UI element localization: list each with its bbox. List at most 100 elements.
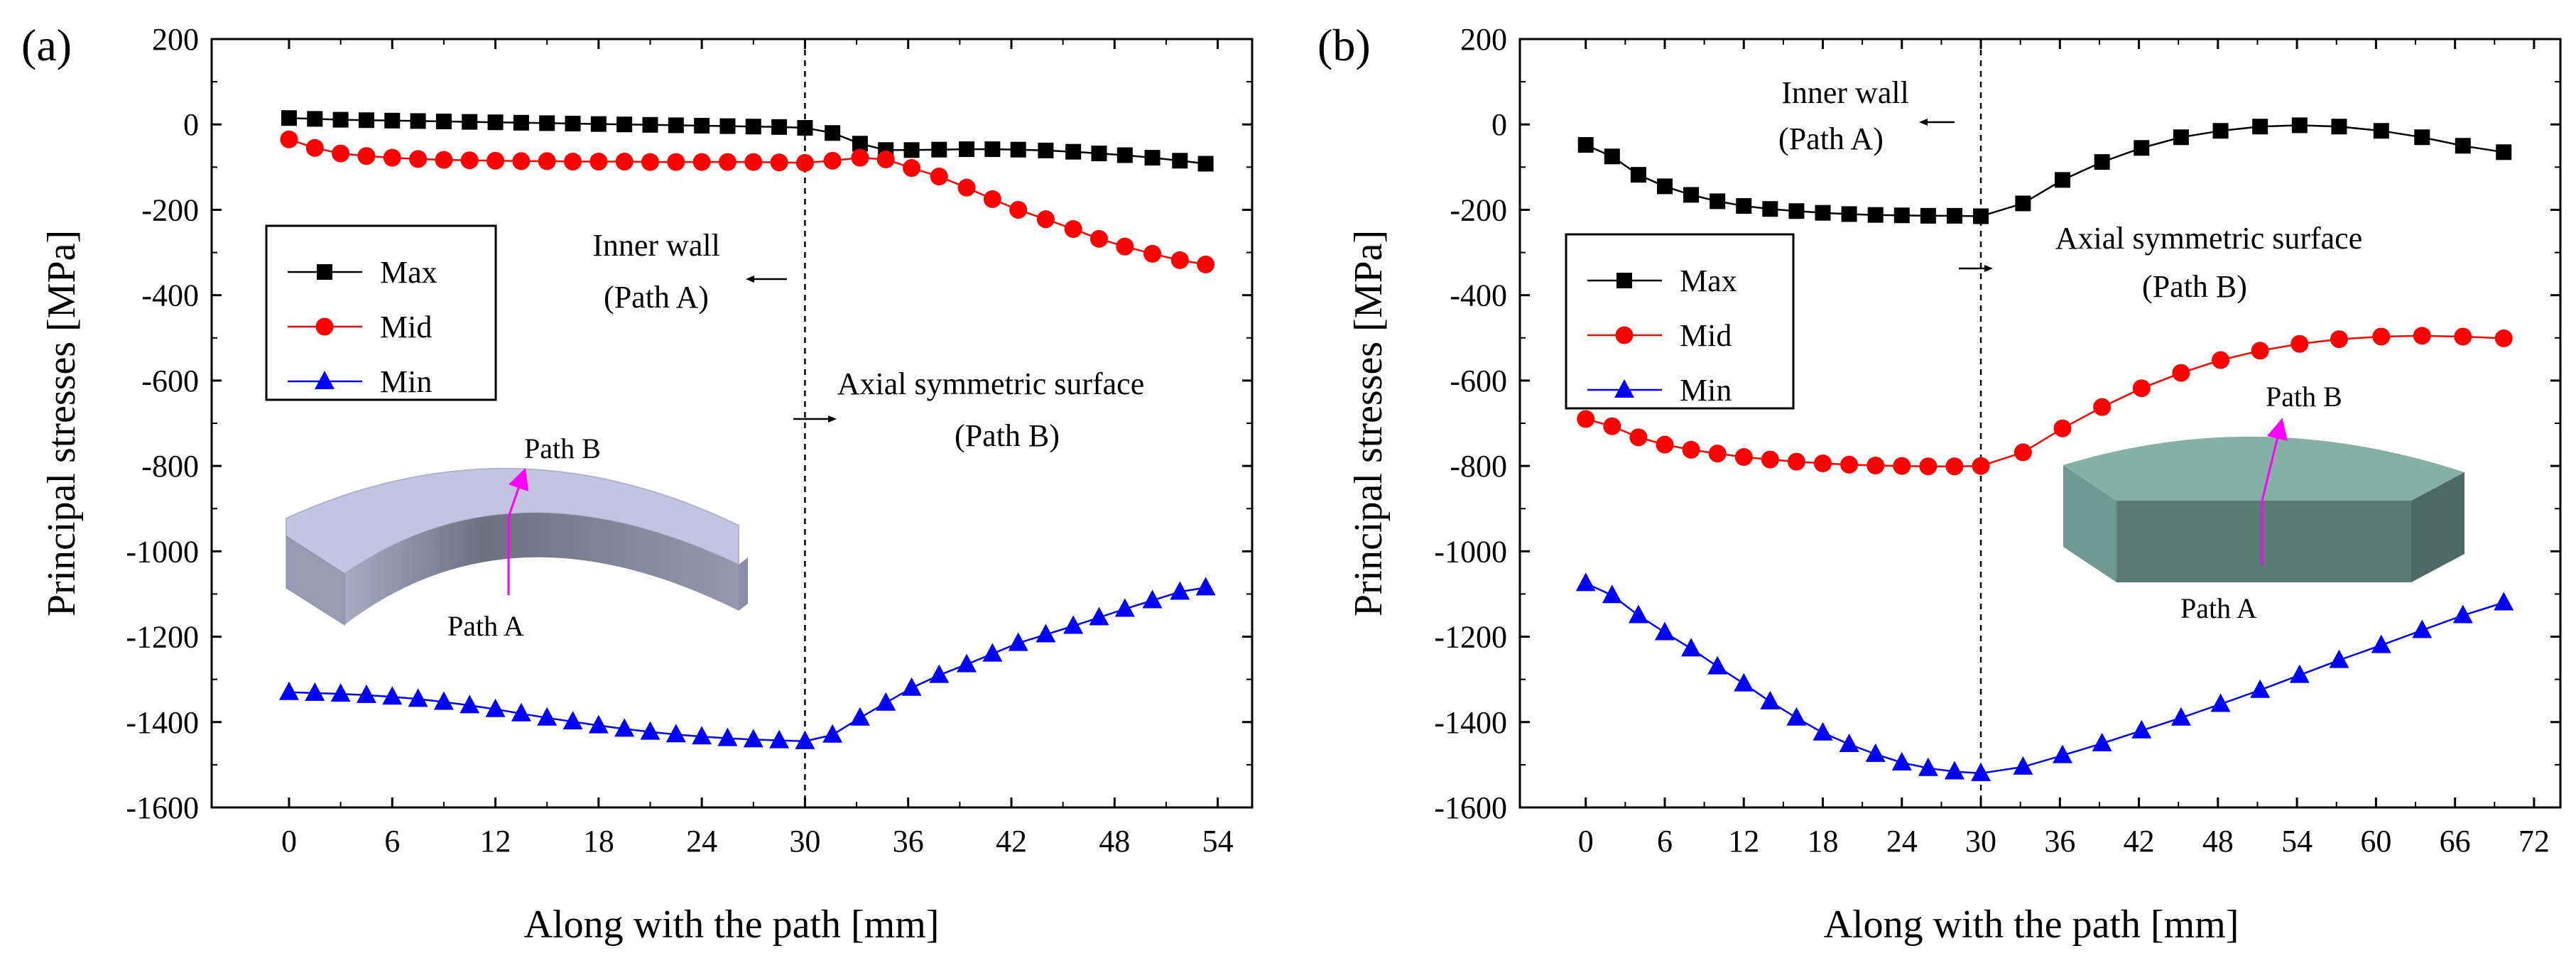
data-point-min [356, 684, 376, 703]
data-point-min [1707, 655, 1728, 675]
shape-label-path-b: Path B [524, 432, 601, 464]
data-point-mid [1116, 237, 1134, 256]
y-tick-label: 200 [152, 22, 199, 57]
x-tick-label: 48 [2202, 824, 2234, 859]
data-point-mid [332, 144, 350, 163]
series-line-min [288, 587, 1206, 743]
data-point-min [1628, 604, 1648, 624]
data-point-mid [2212, 351, 2230, 369]
x-tick-label: 12 [480, 824, 511, 859]
y-tick-label: 200 [1460, 22, 1507, 57]
data-point-min [1971, 762, 1991, 781]
data-point-mid [2494, 329, 2513, 347]
data-point-max [590, 116, 607, 132]
x-tick-label: 42 [2124, 824, 2155, 859]
y-tick-label: -1000 [1434, 534, 1507, 569]
series-mid [1577, 327, 2513, 476]
data-point-max [332, 111, 349, 128]
data-point-max [565, 116, 581, 132]
data-point-max [2015, 195, 2031, 212]
x-tick-label: 6 [384, 824, 400, 859]
data-point-mid [487, 151, 505, 170]
data-point-mid [2413, 327, 2431, 345]
x-axis-title: Along with the path [mm] [1824, 903, 2239, 947]
data-point-min [1602, 584, 1622, 604]
annotation-path-b: (Path B) [2142, 269, 2247, 304]
data-point-mid [1866, 457, 1885, 475]
data-point-min [822, 724, 843, 743]
y-axis: 200 0 -200 -400 -600 -800 -1000 -1200 -1400 -1600 [1434, 22, 2560, 825]
data-point-min [278, 681, 299, 700]
series-min [1575, 572, 2514, 781]
data-point-max [1946, 207, 1962, 224]
y-tick-label: -600 [1450, 364, 1507, 398]
data-point-max [1973, 208, 1989, 224]
x-tick-label: 36 [2044, 824, 2075, 859]
legend-marker [1616, 273, 1632, 288]
data-point-max [1604, 148, 1620, 165]
data-point-mid [1972, 457, 1990, 475]
data-point-max [1065, 143, 1082, 160]
y-tick-label: -400 [141, 278, 199, 313]
data-point-mid [1577, 410, 1595, 428]
data-point-max [281, 110, 297, 126]
data-point-min [1865, 743, 1886, 762]
data-point-max [1630, 167, 1646, 183]
data-point-mid [409, 150, 428, 168]
data-point-mid [383, 148, 401, 167]
data-point-mid [718, 153, 737, 171]
data-point-mid [795, 153, 814, 172]
annotation-inner-wall: Inner wall [592, 228, 720, 263]
data-point-max [959, 141, 975, 158]
ring-segment-illustration: Path B Path A [286, 432, 748, 642]
legend-item: Mid [1587, 318, 1732, 353]
data-point-min [537, 707, 558, 726]
data-point-max [825, 125, 841, 141]
data-point-mid [1629, 428, 1648, 447]
data-point-max [1656, 178, 1673, 195]
y-tick-label: -1400 [1434, 705, 1507, 740]
legend-box [1565, 233, 1795, 410]
data-point-mid [2172, 364, 2190, 382]
data-point-max [410, 113, 426, 129]
data-point-mid [1089, 229, 1108, 248]
legend-label: Min [1680, 373, 1732, 408]
y-tick-label: 0 [1491, 107, 1507, 142]
legend-marker [315, 371, 335, 389]
x-tick-label: 66 [2440, 824, 2471, 859]
data-point-mid [2053, 419, 2072, 437]
legend-marker [317, 264, 332, 280]
data-point-max [616, 116, 633, 133]
data-point-mid [823, 151, 842, 170]
data-point-mid [512, 152, 531, 170]
data-point-max [307, 111, 323, 127]
data-point-max [1893, 207, 1910, 224]
data-point-mid [1143, 244, 1162, 263]
data-point-mid [1734, 447, 1753, 466]
data-point-mid [435, 151, 453, 169]
data-point-max [1736, 198, 1752, 214]
data-point-mid [903, 159, 921, 178]
block-right-face [2411, 472, 2464, 582]
data-point-max [852, 136, 868, 152]
annotation-path-a: (Path A) [604, 280, 709, 315]
y-tick-label: 0 [183, 107, 199, 142]
annotation-path-b: (Path B) [955, 418, 1060, 453]
data-point-min [1944, 761, 1964, 780]
data-point-min [1839, 734, 1859, 753]
data-point-min [1114, 598, 1135, 617]
data-point-max [2134, 140, 2150, 156]
data-point-min [1813, 722, 1833, 741]
data-point-mid [1814, 454, 1832, 473]
data-point-max [2455, 138, 2471, 154]
data-point-mid [983, 190, 1001, 208]
data-point-min [460, 695, 480, 714]
legend-label: Max [1680, 263, 1737, 298]
arrow-right-head [1984, 265, 1993, 272]
data-point-mid [1893, 457, 1911, 475]
data-point-min [1891, 751, 1912, 771]
data-series [1575, 117, 2514, 781]
data-point-min [408, 688, 428, 707]
data-point-max [1762, 201, 1778, 217]
panel-b: (b) 200 0 -200 -400 -600 -800 -1000 -1200 -1400 -… [1317, 20, 2562, 947]
